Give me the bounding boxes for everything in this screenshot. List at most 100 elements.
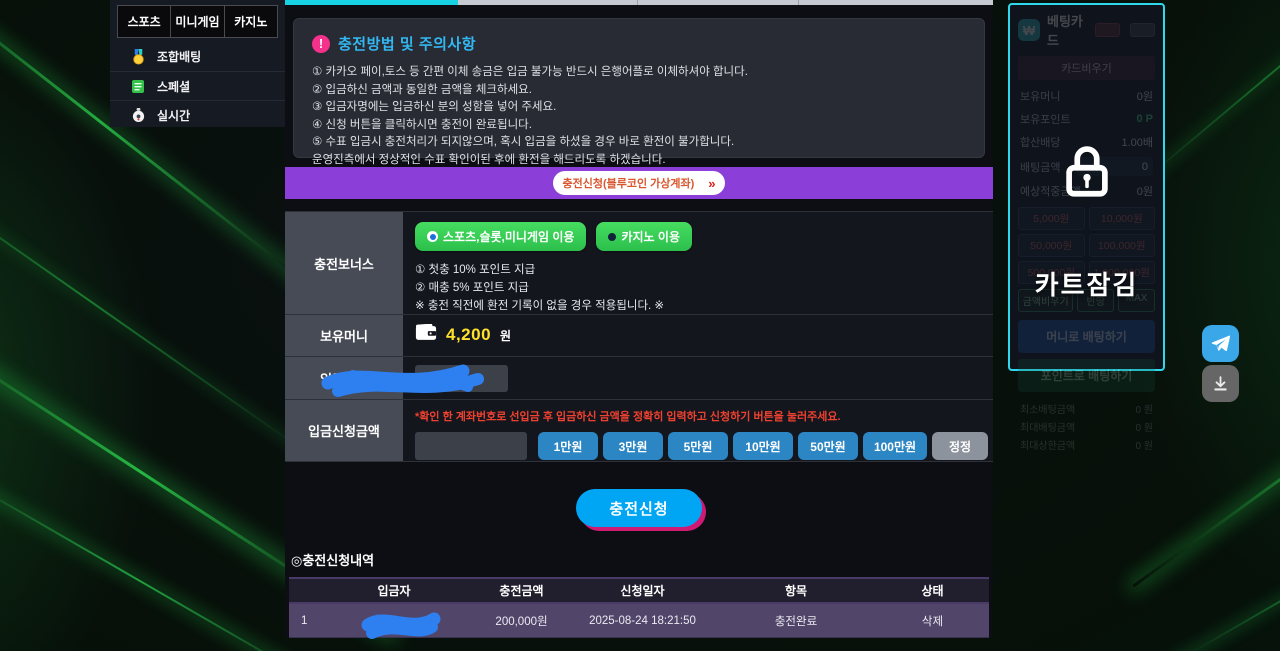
notice-line: ② 입금하신 금액과 동일한 금액을 체크하세요. <box>312 83 532 96</box>
card-amount-button[interactable]: 5,000원 <box>1018 207 1085 230</box>
card-point-value: 0 P <box>1136 113 1153 125</box>
sidebar-item-label: 스페셜 <box>157 79 191 94</box>
amount-input[interactable] <box>415 432 527 460</box>
history-row-delete[interactable]: 삭제 <box>921 615 944 628</box>
top-progress-active <box>285 0 458 5</box>
depositor-name-input[interactable] <box>415 365 508 392</box>
history-row-amount: 200,000원 <box>495 615 548 628</box>
card-amount-button[interactable]: 500,000원 <box>1018 261 1085 284</box>
amount-warning: *확인 한 계좌번호로 선입금 후 입금하신 금액을 정확히 입력하고 신청하기… <box>415 411 841 423</box>
min-bet-label: 최소배팅금액 <box>1020 405 1076 416</box>
history-title: ◎충전신청내역 <box>291 553 375 568</box>
redaction-scribble <box>361 612 441 639</box>
sidebar-item-label: 실시간 <box>157 108 191 123</box>
bonus-buttons: 스포츠,슬롯,미니게임 이용 카지노 이용 <box>415 222 981 251</box>
card-amount-button[interactable]: 50,000원 <box>1018 234 1085 257</box>
card-mini-button[interactable] <box>1095 23 1120 37</box>
notice-line: ③ 입금자명에는 입금하신 분의 성함을 넣어 주세요. <box>312 101 557 113</box>
card-money-label: 보유머니 <box>1020 91 1061 103</box>
bonus-line: ① 첫충 10% 포인트 지급 <box>415 264 536 276</box>
tab-sports[interactable]: 스포츠 <box>118 6 172 37</box>
expected-label: 예상적중금액 <box>1020 186 1081 198</box>
half-amount-button[interactable]: 반땅 <box>1077 289 1115 312</box>
card-tool-buttons: 금액비우기 반땅 MAX <box>1018 289 1155 312</box>
clear-amount-button[interactable]: 금액비우기 <box>1018 289 1074 312</box>
card-amount-button[interactable]: 1,000,000원 <box>1088 261 1155 284</box>
special-note-icon <box>130 78 146 94</box>
sidebar-item-combo-betting[interactable]: 조합배팅 <box>110 42 285 71</box>
bonus-sports-button[interactable]: 스포츠,슬롯,미니게임 이용 <box>415 222 587 251</box>
cap-bet-label: 최대상한금액 <box>1020 441 1076 452</box>
bonus-sports-label: 스포츠,슬롯,미니게임 이용 <box>443 230 575 244</box>
virtual-account-banner[interactable]: 충전신청(블루코인 가상계좌) » <box>285 167 993 199</box>
history-header-status: 상태 <box>921 584 944 598</box>
max-bet-row: 최대배팅금액 0 원 <box>1020 419 1153 434</box>
radio-selected-icon <box>427 231 438 242</box>
history-header-category: 항목 <box>784 584 808 598</box>
depositor-row: 입금자명 <box>285 357 993 400</box>
bonus-casino-button[interactable]: 카지노 이용 <box>596 222 692 251</box>
amount-30k-button[interactable]: 3만원 <box>603 432 663 460</box>
realtime-clock-icon <box>130 107 146 123</box>
amount-body: *확인 한 계좌번호로 선입금 후 입금하신 금액을 정확히 입력하고 신청하기… <box>403 400 1000 461</box>
tab-casino[interactable]: 카지노 <box>234 15 268 29</box>
telegram-button[interactable] <box>1202 325 1239 362</box>
sidebar: 스포츠 미니게임 카지노 조합배팅 스페셜 실시간 <box>110 0 285 127</box>
min-bet-row: 최소배팅금액 0 원 <box>1020 401 1153 416</box>
sidebar-item-label: 조합배팅 <box>157 50 202 64</box>
notice-title: 충전방법 및 주의사항 <box>338 36 477 53</box>
history-row-date: 2025-08-24 18:21:50 <box>589 614 696 627</box>
download-button[interactable] <box>1202 365 1239 402</box>
chevron-right-icon: » <box>708 175 716 191</box>
money-label: 보유머니 <box>285 315 403 356</box>
max-bet-value: 0 원 <box>1135 423 1153 434</box>
depositor-body <box>321 357 993 399</box>
category-tabs: 스포츠 미니게임 카지노 <box>117 5 278 38</box>
card-money-value: 0원 <box>1136 91 1153 103</box>
money-body: 4,200 원 <box>403 315 993 356</box>
betting-card-title: 베팅카드 <box>1047 14 1083 48</box>
betting-card-content: ₩ 베팅카드 카드비우기 보유머니 0원 보유포인트 0 P 합산배당 1.00… <box>1010 5 1163 452</box>
virtual-account-button[interactable]: 충전신청(블루코인 가상계좌) » <box>553 171 725 195</box>
card-odds-label: 합산배당 <box>1020 137 1061 149</box>
sidebar-item-realtime[interactable]: 실시간 <box>110 100 285 129</box>
clear-card-button[interactable]: 카드비우기 <box>1018 56 1155 80</box>
card-odds-row: 합산배당 1.00배 <box>1020 134 1153 150</box>
history-header-depositor: 입금자 <box>377 584 411 598</box>
deposit-notice-panel: ! 충전방법 및 주의사항 ① 카카오 페이,토스 등 간편 이체 송금은 입금… <box>293 18 985 166</box>
top-progress-separator <box>637 0 638 5</box>
money-row: 보유머니 4,200 원 <box>285 315 993 357</box>
card-point-label: 보유포인트 <box>1020 114 1071 126</box>
lock-icon <box>1061 143 1113 204</box>
notice-line: ① 카카오 페이,토스 등 간편 이체 송금은 입금 불가능 반드시 은행어플로… <box>312 66 748 78</box>
sidebar-item-special[interactable]: 스페셜 <box>110 71 285 100</box>
amount-500k-button[interactable]: 50만원 <box>798 432 858 460</box>
card-mini-button[interactable] <box>1130 23 1155 37</box>
card-amount-button[interactable]: 100,000원 <box>1088 234 1155 257</box>
card-amount-buttons: 5,000원 10,000원 50,000원 100,000원 500,000원… <box>1018 207 1155 284</box>
bet-with-money-button[interactable]: 머니로 배팅하기 <box>1018 320 1155 353</box>
min-bet-value: 0 원 <box>1135 405 1153 416</box>
amount-10k-button[interactable]: 1만원 <box>538 432 598 460</box>
bonus-casino-label: 카지노 이용 <box>621 230 680 244</box>
amount-50k-button[interactable]: 5만원 <box>668 432 728 460</box>
card-amount-button[interactable]: 10,000원 <box>1088 207 1155 230</box>
balance-amount: 4,200 <box>446 325 492 344</box>
amount-1m-button[interactable]: 100만원 <box>863 432 927 460</box>
max-amount-button[interactable]: MAX <box>1118 289 1155 312</box>
amount-label: 입금신청금액 <box>285 400 403 461</box>
history-header-amount: 충전금액 <box>499 584 544 598</box>
deposit-submit-button[interactable]: 충전신청 <box>576 489 702 527</box>
bonus-line: ② 매충 5% 포인트 지급 <box>415 282 529 294</box>
bonus-body: 스포츠,슬롯,미니게임 이용 카지노 이용 ① 첫충 10% 포인트 지급 ② … <box>403 212 993 314</box>
tab-minigame[interactable]: 미니게임 <box>171 6 225 37</box>
amount-100k-button[interactable]: 10만원 <box>733 432 793 460</box>
telegram-paper-plane-icon <box>1211 335 1231 352</box>
bet-with-points-button[interactable]: 포인트로 배팅하기 <box>1018 359 1155 392</box>
main-content: ! 충전방법 및 주의사항 ① 카카오 페이,토스 등 간편 이체 송금은 입금… <box>285 0 993 639</box>
amount-clear-button[interactable]: 정정 <box>932 432 988 460</box>
card-lock-overlay: 카트잠김 <box>1010 5 1163 369</box>
bet-amount-label: 배팅금액 <box>1020 161 1061 174</box>
medal-icon <box>130 48 146 65</box>
